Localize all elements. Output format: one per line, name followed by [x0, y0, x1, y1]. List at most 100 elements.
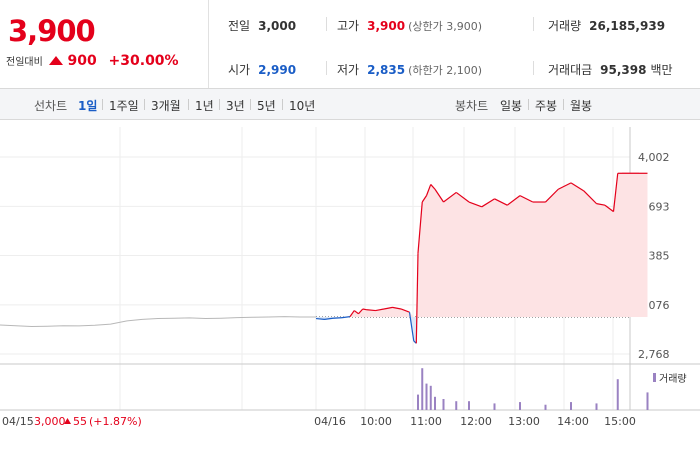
price-line-segment: [408, 312, 415, 341]
volume-bar: [595, 403, 598, 410]
tab-1year[interactable]: 1년: [195, 99, 214, 113]
tab-3year[interactable]: 3년: [226, 99, 245, 113]
price-line-segment: [349, 310, 355, 317]
price-line-segment: [583, 190, 597, 205]
tab-10year[interactable]: 10년: [289, 99, 316, 113]
price-line-segment: [443, 191, 457, 203]
price-line-segment: [383, 306, 393, 310]
volume-bar: [417, 394, 419, 410]
x-tick-label: 11:00: [410, 415, 442, 428]
x-tick-label: 15:00: [604, 415, 636, 428]
change-label: 전일대비: [6, 57, 43, 68]
volume-bar: [429, 385, 432, 410]
current-price: 3,900: [8, 14, 96, 48]
volume-bar: [570, 402, 572, 410]
divider: [144, 99, 145, 110]
price-line-segment: [353, 310, 359, 315]
price-box: 3,900 전일대비 900 +30.00%: [0, 0, 209, 88]
prev-day-percent: (+1.87%): [89, 415, 142, 428]
price-line-segment: [430, 184, 436, 190]
price-line-segment: [392, 306, 402, 310]
divider: [563, 99, 564, 110]
tab-monthly-candle[interactable]: 월봉: [570, 99, 593, 113]
volume-bar: [493, 403, 496, 410]
stat-trade-value: 거래대금 95,398 백만: [548, 63, 673, 77]
price-line-segment: [481, 198, 495, 208]
price-line-segment: [612, 173, 619, 212]
tab-1day[interactable]: 1일: [78, 99, 98, 113]
price-line-segment: [341, 316, 351, 319]
up-arrow-icon: [48, 56, 63, 65]
tab-3month[interactable]: 3개월: [151, 99, 181, 113]
quote-header: 3,900 전일대비 900 +30.00% 전일 3,000 시가 2,990 고…: [0, 0, 700, 89]
price-line-segment: [455, 191, 470, 203]
price-line-segment: [506, 195, 521, 206]
prev-day-line: [0, 316, 316, 328]
volume-bar: [434, 396, 436, 410]
x-tick-label: 10:00: [360, 415, 392, 428]
change-percent: +30.00%: [108, 53, 179, 69]
divider: [533, 17, 534, 31]
volume-bar: [425, 383, 428, 410]
price-line-segment: [468, 201, 482, 208]
tab-5year[interactable]: 5년: [257, 99, 276, 113]
price-line-segment: [362, 308, 368, 311]
price-line-segment: [494, 198, 508, 206]
loss-area-fill: [316, 316, 648, 344]
x-tick-label: 12:00: [460, 415, 492, 428]
price-line-segment: [415, 253, 419, 344]
change-amount: 900: [67, 53, 97, 69]
divider: [282, 99, 283, 110]
divider: [326, 61, 327, 75]
stat-volume: 거래량 26,185,939: [548, 19, 666, 33]
tab-1week[interactable]: 1주일: [109, 99, 139, 113]
volume-legend-swatch: [653, 373, 656, 382]
x-tick-label: 13:00: [508, 415, 540, 428]
change-row: 전일대비 900 +30.00%: [6, 53, 179, 69]
price-line-segment: [366, 309, 376, 312]
volume-bar: [646, 392, 649, 410]
tab-weekly-candle[interactable]: 주봉: [535, 99, 558, 113]
divider: [188, 99, 189, 110]
x-tick-label: 04/15: [2, 415, 34, 428]
x-tick-label: 14:00: [557, 415, 589, 428]
volume-bar: [616, 379, 619, 410]
stat-prev-close: 전일 3,000: [228, 19, 297, 33]
x-tick-label: 04/16: [314, 415, 346, 428]
prev-day-price: 3,000: [34, 415, 66, 428]
volume-bar: [455, 401, 458, 410]
divider: [326, 17, 327, 31]
price-line-segment: [417, 201, 423, 254]
stat-high: 고가 3,900 (상한가 3,900): [337, 19, 482, 33]
divider: [102, 99, 103, 110]
price-line-segment: [557, 182, 572, 190]
volume-bar: [468, 401, 470, 410]
stat-low: 저가 2,835 (하한가 2,100): [337, 63, 482, 77]
volume-bar: [442, 399, 445, 410]
up-arrow-icon: [64, 418, 71, 424]
price-line-segment: [425, 184, 432, 196]
tab-daily-candle[interactable]: 일봉: [500, 99, 523, 113]
price-line-segment: [400, 308, 410, 313]
prev-day-change: 55: [73, 415, 87, 428]
volume-bar: [544, 404, 547, 410]
divider: [528, 99, 529, 110]
price-line-segment: [434, 188, 444, 203]
price-line-segment: [421, 195, 427, 203]
gain-area-fill: [316, 173, 648, 317]
divider: [219, 99, 220, 110]
stat-open: 시가 2,990: [228, 63, 297, 77]
candle-chart-label: 봉차트: [455, 99, 489, 113]
y-tick-label: 2,768: [638, 348, 670, 361]
price-line-segment: [570, 182, 585, 192]
price-line-segment: [604, 204, 614, 213]
volume-bar: [519, 402, 521, 410]
y-tick-label: 4,002: [638, 151, 670, 164]
price-line-segment: [324, 317, 334, 320]
line-chart-label: 선차트: [34, 99, 68, 113]
price-line-segment: [519, 195, 534, 203]
price-line-segment: [545, 188, 559, 203]
price-line-segment: [315, 317, 325, 320]
chart-tab-bar: 선차트 1일 1주일 3개월 1년 3년 5년 10년 봉차트 일봉 주봉 월봉: [0, 89, 700, 120]
